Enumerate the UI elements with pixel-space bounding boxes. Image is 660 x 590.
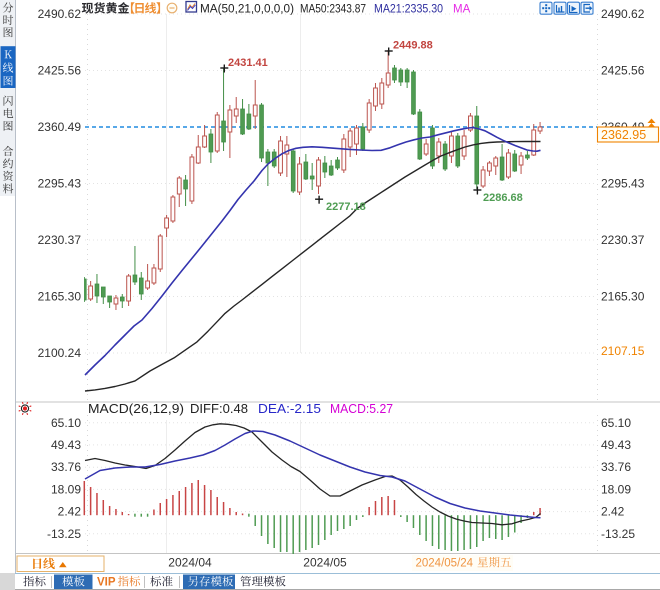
svg-text:2425.56: 2425.56	[38, 64, 82, 78]
svg-text:65.10: 65.10	[51, 416, 81, 430]
svg-text:33.76: 33.76	[601, 460, 631, 474]
svg-text:18.09: 18.09	[51, 482, 81, 496]
svg-text:2490.62: 2490.62	[38, 7, 82, 21]
svg-text:2286.68: 2286.68	[483, 192, 523, 204]
svg-text:VIP: VIP	[97, 577, 116, 589]
svg-text:18.09: 18.09	[601, 482, 631, 496]
svg-text:MACD(26,12,9): MACD(26,12,9)	[88, 402, 184, 416]
svg-text:2362.95: 2362.95	[601, 128, 646, 142]
svg-text:2431.41: 2431.41	[228, 57, 268, 69]
svg-text:65.10: 65.10	[601, 416, 631, 430]
svg-text:2295.43: 2295.43	[601, 177, 645, 191]
svg-text:MA: MA	[453, 4, 471, 16]
svg-text:DEA:-2.15: DEA:-2.15	[258, 402, 321, 416]
svg-text:2024/05/24: 2024/05/24	[416, 558, 474, 570]
svg-text:2425.56: 2425.56	[601, 64, 645, 78]
svg-text:2165.30: 2165.30	[601, 290, 645, 304]
svg-text:2490.62: 2490.62	[601, 7, 645, 21]
svg-text:2100.24: 2100.24	[38, 346, 82, 360]
svg-text:2230.37: 2230.37	[38, 233, 82, 247]
svg-text:MA(50,21,0,0,0,0): MA(50,21,0,0,0,0)	[200, 4, 294, 16]
svg-text:DIFF:0.48: DIFF:0.48	[190, 402, 248, 416]
svg-text:49.43: 49.43	[601, 438, 631, 452]
svg-text:2230.37: 2230.37	[601, 233, 645, 247]
svg-text:MA21:2335.30: MA21:2335.30	[374, 4, 443, 16]
svg-text:-13.25: -13.25	[47, 527, 81, 541]
svg-text:49.43: 49.43	[51, 438, 81, 452]
svg-text:MACD:5.27: MACD:5.27	[330, 402, 393, 416]
svg-text:2.42: 2.42	[601, 505, 625, 519]
svg-text:33.76: 33.76	[51, 460, 81, 474]
svg-text:2.42: 2.42	[58, 505, 82, 519]
svg-text:2024/05: 2024/05	[303, 556, 347, 570]
svg-text:2165.30: 2165.30	[38, 290, 82, 304]
svg-text:2360.49: 2360.49	[38, 120, 82, 134]
svg-text:2295.43: 2295.43	[38, 177, 82, 191]
svg-text:MA50:2343.87: MA50:2343.87	[300, 4, 366, 16]
svg-text:2277.18: 2277.18	[326, 201, 366, 213]
svg-text:2024/04: 2024/04	[168, 556, 212, 570]
svg-text:2107.15: 2107.15	[601, 344, 645, 358]
svg-text:-13.25: -13.25	[601, 527, 635, 541]
svg-text:2449.88: 2449.88	[393, 40, 433, 52]
